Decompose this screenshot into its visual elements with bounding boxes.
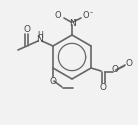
Text: ·: · — [74, 15, 76, 25]
Text: -: - — [90, 8, 92, 18]
Text: N: N — [69, 18, 75, 28]
Text: O: O — [83, 10, 89, 20]
Text: N: N — [37, 36, 43, 44]
Text: O: O — [55, 10, 61, 20]
Text: O: O — [23, 26, 30, 35]
Text: O: O — [49, 76, 56, 86]
Text: O: O — [112, 66, 119, 74]
Text: H: H — [37, 32, 43, 40]
Text: O: O — [99, 82, 107, 92]
Text: O: O — [126, 60, 133, 68]
